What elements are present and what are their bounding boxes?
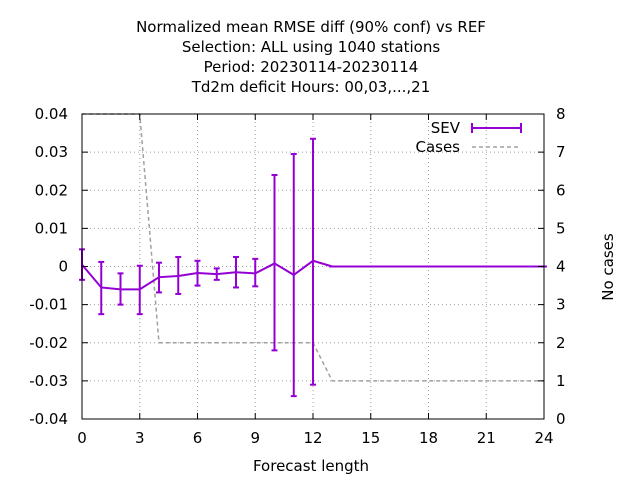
- y-tick-label: 0.02: [35, 181, 68, 199]
- y-tick-label: -0.04: [29, 410, 68, 428]
- legend: SEV Cases: [415, 119, 522, 156]
- x-tick-label: 21: [477, 429, 496, 447]
- x-tick-label: 12: [303, 429, 322, 447]
- legend-label-cases: Cases: [415, 138, 460, 156]
- y2-tick-label: 3: [556, 296, 566, 314]
- y2-tick-label: 7: [556, 143, 566, 161]
- y2-tick-label: 5: [556, 219, 566, 237]
- y2-tick-label: 4: [556, 258, 566, 276]
- cases-line: [82, 113, 544, 382]
- y2-tick-label: 1: [556, 372, 566, 390]
- y-tick-label: 0.01: [35, 219, 68, 237]
- sev-line: [81, 259, 544, 291]
- y2-tick-label: 8: [556, 105, 566, 123]
- x-tick-labels: 0 3 6 9 12 15 18 21 24: [77, 429, 553, 447]
- title-line-4: Td2m deficit Hours: 00,03,...,21: [191, 78, 431, 96]
- y2-tick-labels: 8 7 6 5 4 3 2 1 0: [556, 105, 566, 428]
- x-tick-label: 0: [77, 429, 87, 447]
- y2-tick-label: 6: [556, 181, 566, 199]
- x-tick-label: 18: [419, 429, 438, 447]
- y-tick-label: -0.02: [29, 334, 68, 352]
- y-tick-label: 0.04: [35, 105, 68, 123]
- y-tick-label: -0.03: [29, 372, 68, 390]
- y2-tick-label: 0: [556, 410, 566, 428]
- sev-series: [79, 137, 547, 398]
- title-line-3: Period: 20230114-20230114: [204, 58, 419, 76]
- axis-ticks: [81, 113, 545, 420]
- y-tick-label: -0.01: [29, 296, 68, 314]
- cases-series: [82, 113, 544, 382]
- x-tick-label: 3: [135, 429, 145, 447]
- legend-label-sev: SEV: [431, 119, 461, 137]
- x-tick-label: 9: [250, 429, 260, 447]
- y-tick-label: 0: [58, 258, 68, 276]
- y2-tick-label: 2: [556, 334, 566, 352]
- x-axis-label: Forecast length: [253, 457, 369, 475]
- x-tick-label: 6: [193, 429, 203, 447]
- chart-title: Normalized mean RMSE diff (90% conf) vs …: [136, 18, 486, 96]
- title-line-1: Normalized mean RMSE diff (90% conf) vs …: [136, 18, 486, 36]
- title-line-2: Selection: ALL using 1040 stations: [182, 38, 441, 56]
- x-tick-label: 15: [361, 429, 380, 447]
- x-tick-label: 24: [534, 429, 553, 447]
- y-tick-labels: 0.04 0.03 0.02 0.01 0 -0.01 -0.02 -0.03 -0.04: [29, 105, 68, 428]
- y2-axis-label: No cases: [599, 233, 617, 301]
- y-tick-label: 0.03: [35, 143, 68, 161]
